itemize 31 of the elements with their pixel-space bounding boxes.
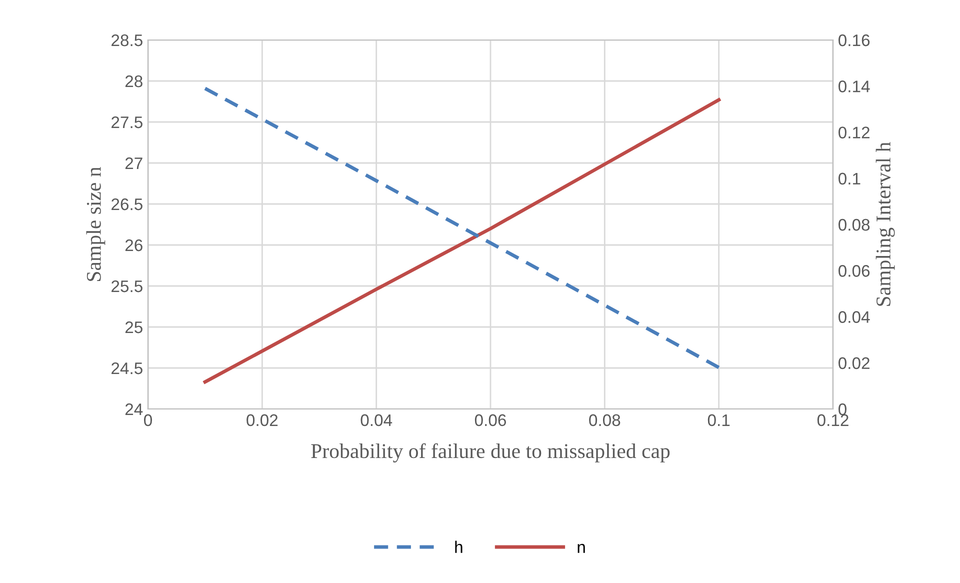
y2-tick-label: 0.04 xyxy=(838,311,870,323)
y2-tick-label: 0.02 xyxy=(838,357,870,370)
y2-tick-label: 0.14 xyxy=(838,80,870,92)
y-tick-label: 25 xyxy=(125,321,142,334)
y-tick-label: 24.5 xyxy=(112,362,142,374)
x-tick-label: 0.08 xyxy=(589,414,620,426)
y-tick-label: 28 xyxy=(125,75,142,88)
y2-tick-label: 0 xyxy=(838,403,846,416)
x-tick-label: 0.02 xyxy=(246,414,278,426)
y-tick-label: 24 xyxy=(125,403,143,416)
y2-tick-label: 0.08 xyxy=(838,218,870,231)
y2-axis-title: Sampling Interval h xyxy=(876,142,895,306)
y-tick-label: 28.5 xyxy=(112,34,142,46)
x-tick-label: 0.06 xyxy=(474,414,506,426)
y2-tick-label: 0.16 xyxy=(838,34,870,46)
y2-tick-label: 0.1 xyxy=(838,172,860,185)
y-tick-label: 27.5 xyxy=(112,116,142,128)
legend-label: n xyxy=(578,544,585,553)
x-tick-label: 0 xyxy=(144,414,152,426)
y-tick-label: 26 xyxy=(125,239,142,252)
x-tick-label: 0.12 xyxy=(817,414,848,426)
y2-tick-label: 0.06 xyxy=(838,265,870,277)
y-tick-label: 26.5 xyxy=(112,198,142,210)
x-tick-label: 0.1 xyxy=(708,414,730,426)
y-tick-label: 27 xyxy=(125,157,142,170)
y-tick-label: 25.5 xyxy=(112,280,142,292)
y2-tick-label: 0.12 xyxy=(838,126,870,138)
y-axis-title: Sample size n xyxy=(86,166,106,281)
x-axis-title: Probability of failure due to missaplied cap xyxy=(311,443,670,462)
legend-label: h xyxy=(455,540,462,553)
x-tick-label: 0.04 xyxy=(360,414,392,426)
